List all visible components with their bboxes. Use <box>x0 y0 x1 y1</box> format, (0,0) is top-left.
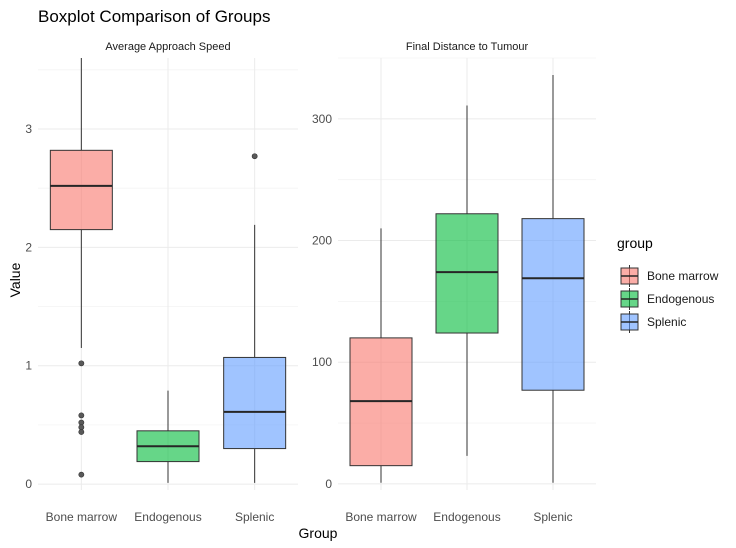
outlier-point <box>251 153 258 160</box>
box-bone-marrow <box>49 58 113 478</box>
outlier-point <box>78 424 85 431</box>
y-tick-label: 2 <box>25 240 32 254</box>
box-endogenous <box>136 390 200 483</box>
y-tick-label: 200 <box>312 234 332 248</box>
legend-title: group <box>617 235 653 251</box>
chart-title: Boxplot Comparison of Groups <box>38 7 270 26</box>
box-body <box>521 218 585 391</box>
box-splenic <box>223 153 287 483</box>
x-axis-title: Group <box>299 525 338 541</box>
box-body <box>49 149 113 231</box>
legend-item-splenic: Splenic <box>620 311 686 333</box>
x-tick-label: Bone marrow <box>46 510 118 524</box>
facets: Average Approach Speed 0 1 2 3 Bone marrow End… <box>25 41 596 524</box>
legend-item-bone-marrow: Bone marrow <box>620 265 719 287</box>
x-tick-label: Splenic <box>533 510 572 524</box>
legend-label: Endogenous <box>647 292 714 306</box>
legend: group Bone marrow Endogenous Splenic <box>617 235 719 333</box>
box-body <box>223 356 287 450</box>
facet-title: Average Approach Speed <box>105 41 230 53</box>
y-tick-label: 0 <box>325 477 332 491</box>
x-tick-label: Splenic <box>235 510 274 524</box>
y-tick-label: 3 <box>25 122 32 136</box>
facet-title: Final Distance to Tumour <box>406 41 529 53</box>
box-splenic <box>521 75 585 483</box>
box-body <box>435 213 499 334</box>
facet-panel-average-approach-speed: Average Approach Speed 0 1 2 3 Bone marrow End… <box>25 41 298 524</box>
outlier-point <box>78 429 85 435</box>
legend-item-endogenous: Endogenous <box>620 288 714 310</box>
x-tick-label: Endogenous <box>433 510 500 524</box>
outlier-point <box>78 412 85 419</box>
facet-panel-final-distance-to-tumour: Final Distance to Tumour 0 100 200 300 Bone m… <box>312 41 596 524</box>
x-tick-label: Endogenous <box>134 510 201 524</box>
legend-label: Splenic <box>647 315 686 329</box>
y-tick-label: 100 <box>312 355 332 369</box>
outlier-point <box>78 419 85 426</box>
outlier-point <box>78 471 85 478</box>
outlier-point <box>78 360 85 367</box>
y-axis-title: Value <box>7 262 23 297</box>
box-bone-marrow <box>349 228 413 483</box>
y-tick-label: 0 <box>25 477 32 491</box>
y-tick-label: 300 <box>312 112 332 126</box>
box-endogenous <box>435 105 499 456</box>
legend-label: Bone marrow <box>647 269 719 283</box>
y-tick-label: 1 <box>25 359 32 373</box>
x-tick-label: Bone marrow <box>345 510 417 524</box>
